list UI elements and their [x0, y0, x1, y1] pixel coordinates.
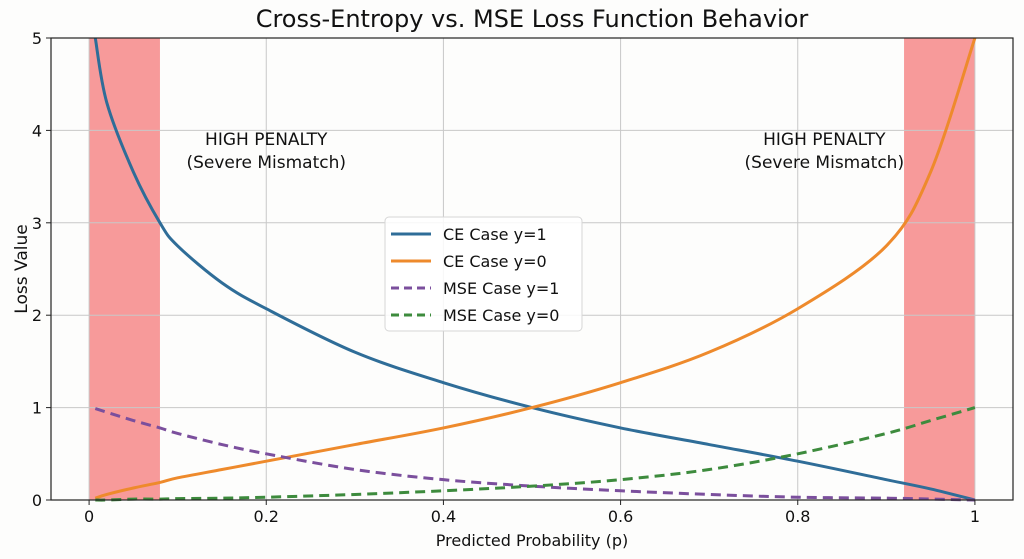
annotation-title: HIGH PENALTY — [763, 130, 886, 150]
y-tick-label: 2 — [32, 306, 42, 325]
high-penalty-band — [89, 38, 160, 500]
axes-frame — [50, 37, 1014, 501]
ticks: 0 0.2 0.4 0.6 0.8 1 0 1 2 3 4 5 — [32, 29, 980, 526]
series-line-0 — [93, 37, 976, 502]
legend-box — [384, 216, 583, 332]
annotation-subtitle: (Severe Mismatch) — [745, 153, 905, 173]
legend-label: MSE Case y=1 — [443, 279, 559, 298]
legend-label: MSE Case y=0 — [443, 306, 559, 325]
y-tick-label: 0 — [32, 491, 42, 510]
y-tick-label: 4 — [32, 121, 42, 140]
high-penalty-band — [904, 38, 975, 500]
series-line-3 — [95, 406, 976, 502]
x-tick-label: 0 — [84, 507, 94, 526]
shaded-regions — [89, 38, 975, 500]
series-lines — [93, 37, 977, 502]
x-axis-label: Predicted Probability (p) — [436, 531, 629, 550]
y-tick-label: 3 — [32, 214, 42, 233]
x-tick-label: 0.8 — [785, 507, 810, 526]
y-tick-label: 5 — [32, 29, 42, 48]
y-axis-label: Loss Value — [12, 224, 32, 313]
x-tick-label: 1 — [970, 507, 980, 526]
x-tick-label: 0.4 — [431, 507, 456, 526]
legend-label: CE Case y=1 — [443, 225, 547, 244]
annotation-title: HIGH PENALTY — [205, 130, 328, 150]
annotations: HIGH PENALTY (Severe Mismatch) HIGH PENALT… — [186, 130, 904, 173]
chart-title: Cross-Entropy vs. MSE Loss Function Beha… — [256, 5, 809, 33]
series-line-2 — [94, 407, 975, 502]
x-tick-label: 0.2 — [254, 507, 279, 526]
legend-label: CE Case y=0 — [443, 252, 547, 271]
x-tick-label: 0.6 — [608, 507, 633, 526]
series-line-1 — [94, 37, 977, 500]
y-tick-label: 1 — [32, 399, 42, 418]
legend: CE Case y=1 CE Case y=0 MSE Case y=1 MSE Ca… — [384, 216, 583, 332]
annotation-subtitle: (Severe Mismatch) — [186, 153, 346, 173]
